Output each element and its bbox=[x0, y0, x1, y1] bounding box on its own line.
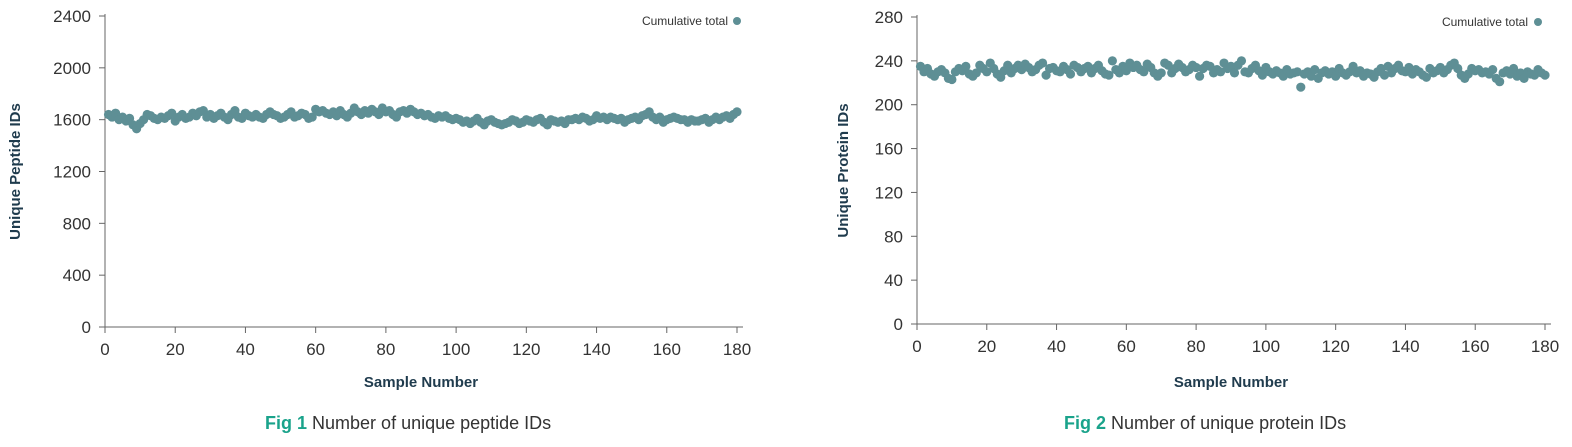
figure-1-label: Fig 1 bbox=[265, 413, 308, 433]
data-point bbox=[1540, 70, 1550, 80]
x-tick-label: 100 bbox=[1252, 337, 1280, 356]
data-point bbox=[982, 67, 992, 77]
x-tick-label: 80 bbox=[1187, 337, 1206, 356]
figure-2-caption-text: Number of unique protein IDs bbox=[1111, 413, 1347, 433]
figure-1-caption: Fig 1 Number of unique peptide IDs bbox=[265, 413, 551, 434]
data-point bbox=[947, 74, 957, 85]
y-tick-label: 40 bbox=[884, 271, 903, 290]
y-tick-label: 200 bbox=[875, 96, 903, 115]
x-tick-label: 140 bbox=[1391, 337, 1419, 356]
data-point bbox=[1139, 67, 1149, 77]
figure-1-caption-text: Number of unique peptide IDs bbox=[312, 413, 552, 433]
y-tick-label: 120 bbox=[875, 183, 903, 202]
data-point bbox=[1236, 56, 1247, 66]
x-tick-label: 0 bbox=[100, 340, 109, 359]
x-tick-label: 180 bbox=[723, 340, 751, 359]
x-tick-label: 100 bbox=[442, 340, 470, 359]
series-points bbox=[103, 103, 742, 134]
data-point bbox=[1121, 66, 1131, 76]
legend-marker bbox=[1534, 18, 1542, 26]
data-point bbox=[1331, 71, 1341, 81]
data-point bbox=[1195, 71, 1205, 81]
chart-2: 0 40 80 120 160 200 240 280 0 20 40 60 80 100 120 140 16… bbox=[835, 8, 1559, 391]
data-point bbox=[732, 107, 742, 117]
y-tick-label: 0 bbox=[82, 318, 91, 337]
x-tick-label: 140 bbox=[582, 340, 610, 359]
data-point bbox=[971, 68, 981, 78]
figure-2-label: Fig 2 bbox=[1064, 413, 1107, 433]
data-point bbox=[961, 61, 971, 71]
legend-label: Cumulative total bbox=[642, 14, 728, 28]
data-point bbox=[1379, 70, 1390, 80]
data-point bbox=[1257, 70, 1267, 80]
y-axis-title: Unique Protein IDs bbox=[835, 103, 852, 237]
data-point bbox=[1509, 63, 1519, 74]
data-point bbox=[1003, 60, 1013, 70]
x-tick-label: 160 bbox=[653, 340, 681, 359]
y-axis-title: Unique Peptide IDs bbox=[7, 103, 24, 240]
x-tick-label: 40 bbox=[1047, 337, 1066, 356]
x-tick-label: 20 bbox=[977, 337, 996, 356]
chart-1: 0 400 800 1200 1600 2000 2400 0 20 40 60 80 100 120 14… bbox=[7, 7, 751, 391]
y-tick-label: 1600 bbox=[53, 111, 91, 130]
y-tick-label: 1200 bbox=[53, 163, 91, 182]
x-tick-label: 160 bbox=[1461, 337, 1489, 356]
data-point bbox=[307, 112, 317, 122]
data-point bbox=[1292, 67, 1302, 77]
y-tick-label: 80 bbox=[884, 227, 903, 246]
data-point bbox=[1421, 72, 1431, 82]
data-point bbox=[1104, 70, 1114, 80]
legend-label: Cumulative total bbox=[1442, 15, 1528, 29]
data-point bbox=[1310, 65, 1320, 75]
data-point bbox=[1229, 68, 1240, 78]
data-point bbox=[1038, 58, 1048, 68]
x-tick-label: 20 bbox=[166, 340, 185, 359]
data-point bbox=[1191, 62, 1201, 73]
x-tick-label: 120 bbox=[512, 340, 540, 359]
y-tick-label: 240 bbox=[875, 52, 903, 71]
data-point bbox=[1065, 69, 1076, 79]
x-tick-label: 60 bbox=[306, 340, 325, 359]
data-point bbox=[1156, 68, 1166, 78]
data-point bbox=[1296, 82, 1306, 92]
figure-2-caption: Fig 2 Number of unique protein IDs bbox=[1064, 413, 1346, 434]
x-tick-label: 80 bbox=[376, 340, 395, 359]
series-points bbox=[915, 56, 1550, 92]
data-point bbox=[1163, 60, 1173, 70]
y-tick-label: 160 bbox=[875, 140, 903, 159]
y-tick-label: 2000 bbox=[53, 59, 91, 78]
x-axis-title: Sample Number bbox=[1174, 374, 1288, 391]
x-tick-label: 0 bbox=[912, 337, 921, 356]
data-point bbox=[1107, 56, 1117, 66]
data-point bbox=[1215, 67, 1226, 77]
data-point bbox=[1495, 77, 1505, 87]
data-point bbox=[1488, 65, 1498, 75]
x-tick-label: 60 bbox=[1117, 337, 1136, 356]
y-tick-label: 2400 bbox=[53, 7, 91, 26]
y-tick-label: 280 bbox=[875, 8, 903, 27]
x-tick-label: 40 bbox=[236, 340, 255, 359]
x-tick-label: 180 bbox=[1531, 337, 1559, 356]
data-point bbox=[167, 108, 177, 118]
y-tick-label: 800 bbox=[63, 214, 91, 233]
y-tick-label: 400 bbox=[63, 266, 91, 285]
x-tick-label: 120 bbox=[1321, 337, 1349, 356]
x-axis-title: Sample Number bbox=[364, 374, 478, 391]
y-tick-label: 0 bbox=[894, 315, 903, 334]
legend-marker bbox=[733, 17, 741, 25]
